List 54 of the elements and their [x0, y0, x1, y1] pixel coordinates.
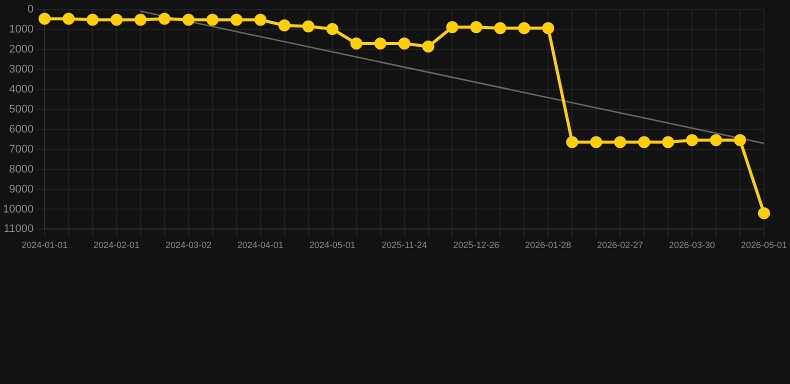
point: [182, 14, 194, 26]
point: [38, 12, 51, 25]
y-tick-label: 8000: [9, 163, 34, 176]
point: [374, 38, 386, 50]
y-tick-label: 3000: [9, 64, 34, 76]
point: [350, 38, 362, 50]
y-tick-label: 1000: [9, 24, 34, 36]
point: [686, 134, 698, 146]
y-tick-label: 4000: [9, 83, 34, 96]
point: [566, 136, 578, 148]
point: [518, 22, 530, 34]
x-tick-label: 2024-01-01: [22, 240, 68, 250]
point: [542, 22, 554, 34]
point: [398, 38, 410, 50]
point: [206, 14, 218, 26]
y-tick-label: 7000: [9, 143, 34, 156]
y-tick-label: 9000: [9, 183, 34, 196]
point: [62, 12, 75, 25]
point: [758, 207, 770, 220]
x-tick-label: 2024-03-02: [165, 240, 212, 250]
point: [110, 14, 123, 26]
point: [662, 136, 674, 148]
point: [254, 14, 266, 26]
point: [86, 14, 99, 26]
x-tick-label: 2026-01-28: [525, 240, 572, 250]
point: [158, 12, 170, 25]
point: [326, 22, 338, 35]
x-tick-label: 2024-02-01: [94, 240, 140, 250]
point: [494, 22, 506, 34]
x-tick-label: 2024-05-01: [309, 240, 356, 250]
x-tick-label: 2026-02-27: [597, 240, 644, 250]
point: [446, 21, 458, 34]
x-tick-label: 2025-11-24: [382, 240, 427, 250]
y-tick-label: 11000: [4, 223, 34, 236]
x-tick-label: 2025-12-26: [453, 240, 500, 250]
point: [590, 136, 602, 148]
y-tick-label: 2000: [9, 44, 34, 56]
point: [422, 40, 434, 53]
y-tick-label: 5000: [9, 103, 34, 116]
x-tick-label: 2024-04-01: [237, 240, 284, 250]
y-tick-label: 0: [27, 4, 34, 16]
point: [710, 134, 722, 146]
point: [278, 19, 290, 32]
y-tick-label: 10000: [2, 203, 34, 216]
point: [470, 21, 482, 34]
point: [734, 134, 746, 146]
point: [230, 14, 242, 26]
point: [134, 14, 147, 26]
point: [614, 136, 626, 148]
y-tick-label: 6000: [9, 123, 34, 136]
point: [638, 136, 650, 148]
point: [302, 20, 314, 32]
x-tick-label: 2026-05-01: [740, 240, 788, 250]
x-tick-label: 2026-03-30: [669, 240, 716, 250]
